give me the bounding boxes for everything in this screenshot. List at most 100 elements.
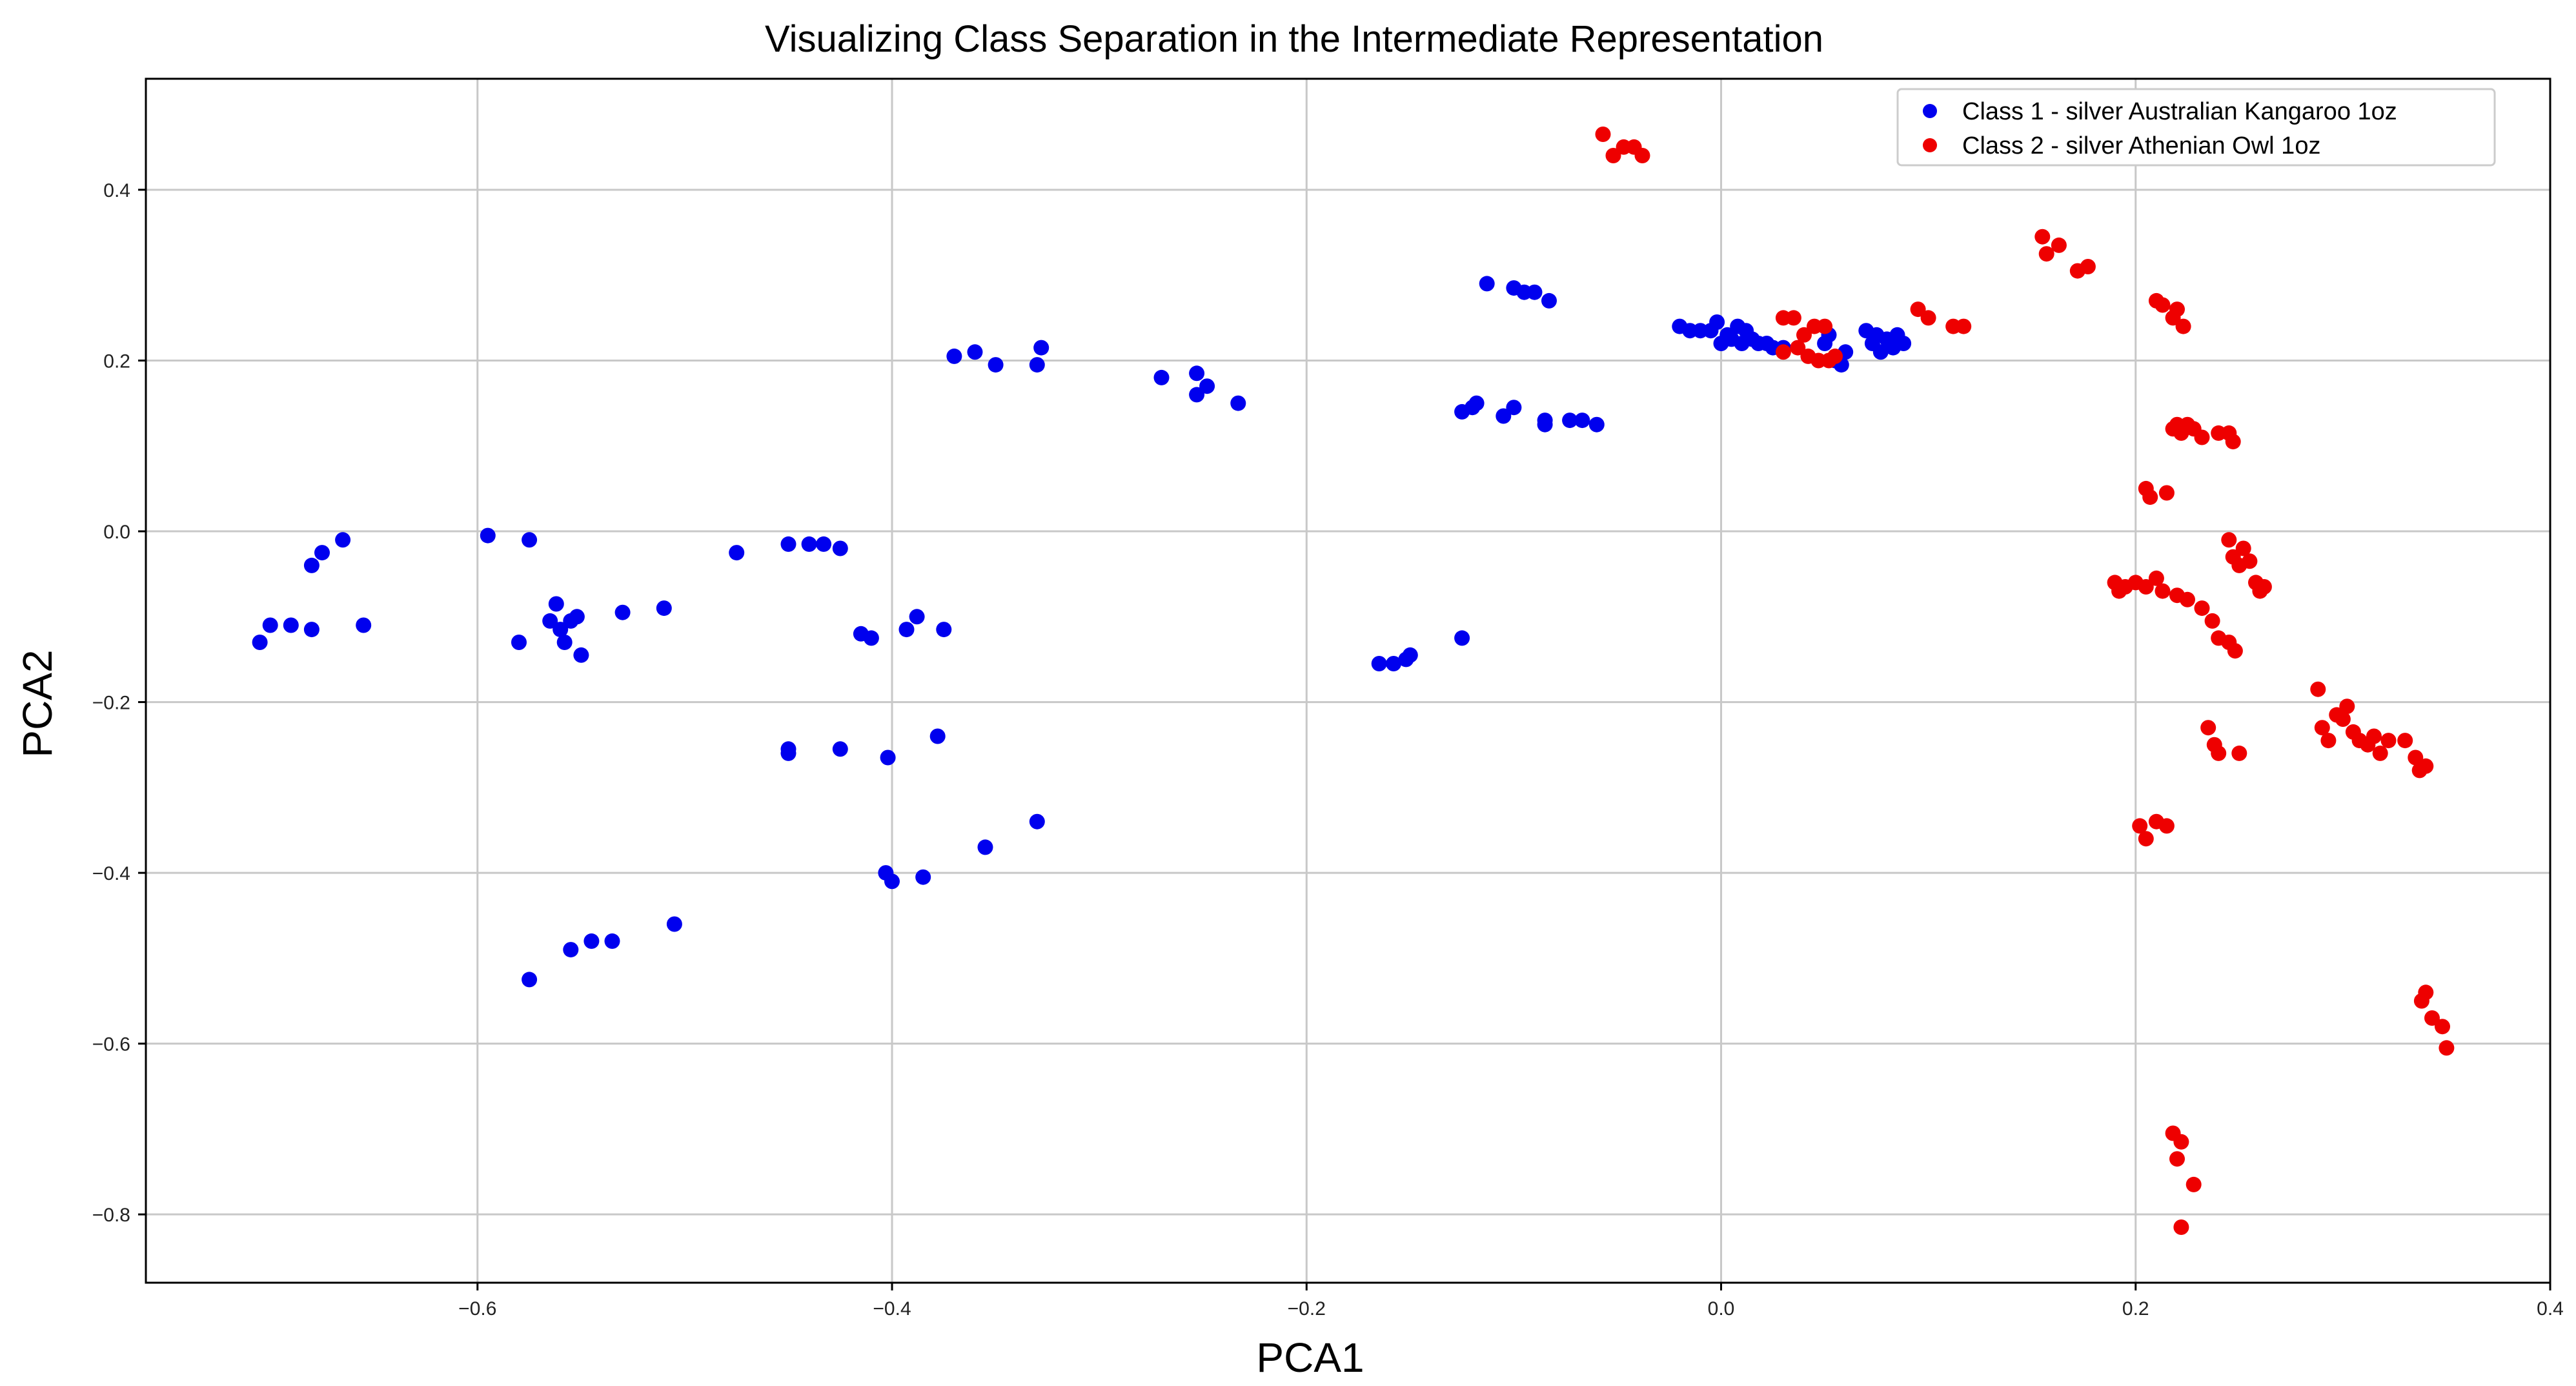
data-point <box>880 749 896 766</box>
data-point <box>1588 416 1605 433</box>
data-point <box>2256 579 2272 595</box>
data-point <box>2380 733 2397 749</box>
data-point <box>816 536 832 552</box>
x-tick-label: −0.4 <box>873 1298 911 1320</box>
data-point <box>2155 297 2171 313</box>
data-points <box>252 127 2455 1235</box>
data-point <box>832 540 848 556</box>
data-point <box>2142 489 2158 505</box>
legend-marker-class-2 <box>1923 138 1937 152</box>
series-class-1 <box>252 276 1912 988</box>
data-point <box>556 635 573 650</box>
data-point <box>2408 749 2424 766</box>
data-point <box>522 972 538 988</box>
data-point <box>1371 656 1387 671</box>
data-point <box>2221 532 2237 548</box>
data-point <box>929 728 946 744</box>
series-class-2 <box>1595 127 2455 1235</box>
data-point <box>335 532 351 548</box>
data-point <box>2175 318 2191 334</box>
data-point <box>1506 400 1522 416</box>
data-point <box>1468 395 1485 411</box>
data-point <box>1896 336 1912 351</box>
data-point <box>1189 365 1205 382</box>
data-point <box>729 545 745 561</box>
legend-label-class-2: Class 2 - silver Athenian Owl 1oz <box>1962 132 2320 159</box>
data-point <box>1796 327 1812 343</box>
data-point <box>656 600 672 617</box>
data-point <box>1790 340 1806 356</box>
data-point <box>1872 344 1889 360</box>
data-point <box>1402 647 1418 663</box>
data-point <box>2186 1176 2202 1192</box>
data-point <box>2397 733 2413 749</box>
data-point <box>2138 831 2154 847</box>
data-point <box>2235 540 2251 556</box>
chart-title: Visualizing Class Separation in the Inte… <box>765 18 1823 60</box>
data-point <box>2339 698 2355 715</box>
data-point <box>2200 720 2216 736</box>
data-point <box>1526 284 1543 300</box>
data-point <box>2366 728 2382 744</box>
x-tick-label: 0.4 <box>2537 1298 2564 1320</box>
x-axis-label: PCA1 <box>1256 1334 1364 1381</box>
data-point <box>1956 318 1972 334</box>
data-point <box>1386 656 1402 671</box>
data-point <box>542 613 558 629</box>
data-point <box>252 635 268 650</box>
data-point <box>356 617 372 633</box>
data-point <box>1029 813 1045 830</box>
data-point <box>583 933 600 949</box>
data-point <box>1634 148 1650 163</box>
data-point <box>2372 745 2388 761</box>
data-point <box>2034 229 2051 245</box>
data-point <box>909 609 925 625</box>
data-point <box>666 916 682 932</box>
data-point <box>2169 301 2185 318</box>
data-point <box>2439 1040 2455 1056</box>
data-point <box>262 617 278 633</box>
data-point <box>2180 591 2195 607</box>
data-point <box>2314 720 2330 736</box>
data-point <box>2310 681 2326 697</box>
data-point <box>2132 818 2148 834</box>
data-point <box>553 622 569 638</box>
data-point <box>1496 408 1512 424</box>
data-point <box>1537 413 1553 429</box>
data-point <box>1153 369 1170 385</box>
data-point <box>569 609 585 625</box>
data-point <box>1541 292 1557 309</box>
tick-labels: −0.6 −0.4 −0.2 0.0 0.2 0.4 0.4 0.2 0.0 −0.2 −0.4 −0… <box>92 180 2564 1320</box>
y-tick-label: −0.8 <box>92 1205 130 1226</box>
x-tick-label: −0.6 <box>458 1298 496 1320</box>
data-point <box>2169 1151 2185 1167</box>
data-point <box>2204 613 2220 629</box>
data-point <box>2194 429 2210 445</box>
y-tick-label: −0.6 <box>92 1034 130 1055</box>
data-point <box>1199 378 1215 394</box>
data-point <box>2158 485 2175 501</box>
data-point <box>1709 314 1725 330</box>
y-tick-label: 0.4 <box>103 180 130 201</box>
x-tick-label: −0.2 <box>1288 1298 1326 1320</box>
data-point <box>303 557 319 573</box>
y-tick-label: 0.2 <box>103 351 130 372</box>
data-point <box>946 348 962 364</box>
data-point <box>614 604 631 620</box>
data-point <box>2242 553 2258 569</box>
data-point <box>1029 357 1045 373</box>
data-point <box>1817 318 1833 334</box>
data-point <box>2080 259 2096 274</box>
data-point <box>780 536 796 552</box>
data-point <box>2138 579 2154 595</box>
data-point <box>898 622 915 638</box>
data-point <box>780 741 796 757</box>
data-point <box>1189 387 1205 403</box>
data-point <box>1775 344 1791 360</box>
data-point <box>977 839 993 855</box>
data-point <box>2158 818 2175 834</box>
data-point <box>2231 745 2247 761</box>
data-point <box>884 873 900 890</box>
data-point <box>1785 310 1801 326</box>
